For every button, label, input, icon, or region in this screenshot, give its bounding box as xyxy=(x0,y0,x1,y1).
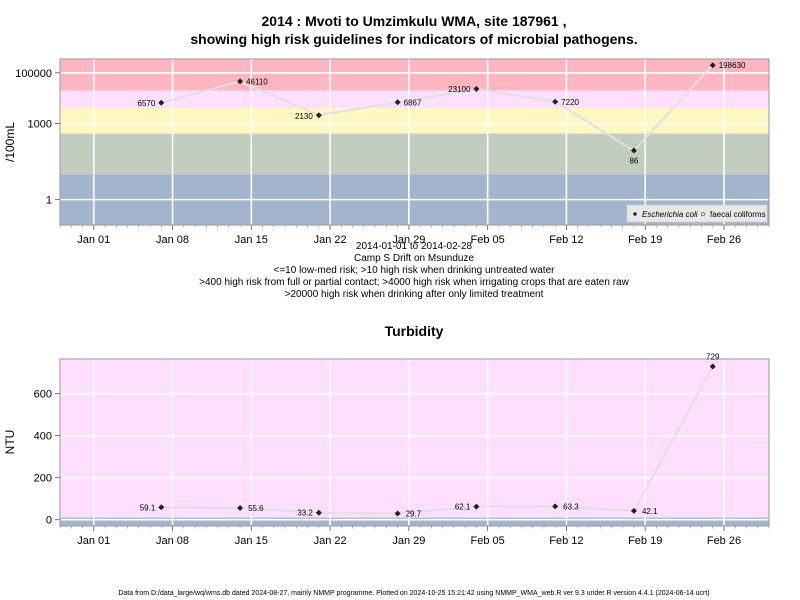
y-tick-label: 600 xyxy=(34,389,52,401)
legend-marker-faecal-coliforms xyxy=(700,211,706,217)
data-label: 198630 xyxy=(719,61,746,70)
data-point xyxy=(237,505,244,512)
data-point xyxy=(552,503,559,510)
x-tick-label: Feb 05 xyxy=(471,535,505,547)
data-label: 86 xyxy=(629,157,638,166)
data-label: 23100 xyxy=(448,85,471,94)
legend: Escherichia coli faecal coliforms xyxy=(626,204,768,223)
data-label: 729 xyxy=(706,353,720,362)
x-tick-label: Feb 26 xyxy=(707,234,741,246)
x-tick-label: Feb 19 xyxy=(628,535,662,547)
turbidity-y-axis-label: NTU xyxy=(3,430,17,455)
data-point xyxy=(315,112,322,119)
band-0 xyxy=(60,59,769,91)
x-tick-label: Jan 08 xyxy=(156,535,189,547)
data-point xyxy=(473,85,480,92)
x-tick-label: Jan 29 xyxy=(392,234,425,246)
x-tick-label: Jan 01 xyxy=(77,234,110,246)
chart-title-line1: 2014 : Mvoti to Umzimkulu WMA, site 1879… xyxy=(262,13,567,29)
x-tick-label: Feb 19 xyxy=(628,234,662,246)
band-1 xyxy=(60,517,769,526)
data-label: 6867 xyxy=(404,98,422,107)
x-tick-label: Feb 26 xyxy=(707,535,741,547)
data-label: 59.1 xyxy=(140,503,156,512)
data-label: 29.7 xyxy=(406,509,422,518)
x-axis: Jan 01 Jan 08 Jan 15 Jan 22 Jan 29 Feb 05 Feb … xyxy=(59,225,770,246)
data-point xyxy=(315,509,322,516)
y-axis: 1 1000 100000 xyxy=(15,68,60,207)
data-label: 63.3 xyxy=(563,502,579,511)
data-label: 6570 xyxy=(137,99,155,108)
x-tick-label: Jan 15 xyxy=(235,535,268,547)
x-tick-label: Jan 29 xyxy=(392,535,425,547)
x-tick-label: Jan 08 xyxy=(156,234,189,246)
x-tick-label: Feb 05 xyxy=(471,234,505,246)
band-2 xyxy=(60,108,769,134)
turbidity-bands xyxy=(60,359,769,526)
data-point xyxy=(630,147,637,154)
x-tick-label: Feb 12 xyxy=(549,535,583,547)
data-point xyxy=(473,503,480,510)
footer-note: Data from D:/data_large/wq/wms.db dated … xyxy=(118,590,709,597)
caption: 2014-01-01 to 2014-02-28 Camp S Drift on… xyxy=(199,241,629,300)
x-tick-label: Jan 01 xyxy=(77,535,110,547)
data-label: 62.1 xyxy=(455,503,471,512)
chart-title-line2: showing high risk guidelines for indicat… xyxy=(190,31,637,47)
series-line xyxy=(161,64,714,152)
data-point xyxy=(709,363,716,370)
data-label: 7220 xyxy=(561,98,579,107)
y-axis-label: /100mL xyxy=(3,122,17,162)
legend-entry-ecoli: Escherichia coli xyxy=(642,210,698,219)
data-point xyxy=(158,504,165,511)
plot-border xyxy=(59,58,770,226)
caption-guideline-1: <=10 low-med risk; >10 high risk when dr… xyxy=(274,265,556,276)
data-point xyxy=(394,510,401,517)
grid-lines xyxy=(60,59,769,225)
data-label: 2130 xyxy=(295,112,313,121)
data-point xyxy=(237,78,244,85)
y-tick-label: 400 xyxy=(34,431,52,443)
legend-entry-faecal-coliforms: faecal coliforms xyxy=(710,210,766,219)
x-tick-label: Jan 22 xyxy=(314,234,347,246)
x-tick-label: Feb 12 xyxy=(549,234,583,246)
caption-guideline-3: >20000 high risk when drinking after onl… xyxy=(285,289,544,300)
data-label: 42.1 xyxy=(642,507,658,516)
turbidity-title: Turbidity xyxy=(385,323,444,339)
caption-site-name: Camp S Drift on Msunduze xyxy=(354,253,474,264)
y-tick-label: 100000 xyxy=(15,68,52,80)
band-0 xyxy=(60,359,769,518)
data-point xyxy=(158,99,165,106)
caption-date-range: 2014-01-01 to 2014-02-28 xyxy=(356,241,473,252)
y-tick-label: 1 xyxy=(46,195,52,207)
data-label: 33.2 xyxy=(297,509,313,518)
ecoli-series: 6570 46110 2130 6867 23100 7220 86 198630 xyxy=(137,61,745,165)
caption-guideline-2: >400 high risk from full or partial cont… xyxy=(199,277,629,288)
turbidity-plot-border xyxy=(59,358,770,527)
y-tick-label: 200 xyxy=(34,473,52,485)
band-3 xyxy=(60,133,769,175)
y-tick-label: 1000 xyxy=(28,119,52,131)
turbidity-x-axis: Jan 01 Jan 08 Jan 15 Jan 22 Jan 29 Feb 05 Feb … xyxy=(59,526,770,547)
data-label: 55.6 xyxy=(248,504,264,513)
turbidity-series: 59.1 55.6 33.2 29.7 62.1 63.3 42.1 729 xyxy=(140,353,720,519)
x-tick-label: Jan 15 xyxy=(235,234,268,246)
x-tick-label: Jan 22 xyxy=(314,535,347,547)
data-point xyxy=(630,507,637,514)
turbidity-grid-lines xyxy=(60,359,769,526)
data-point xyxy=(709,62,716,69)
turbidity-y-axis: 0 200 400 600 xyxy=(34,389,60,527)
data-label: 46110 xyxy=(246,77,268,86)
series-line xyxy=(161,366,714,515)
legend-marker-ecoli xyxy=(633,212,637,216)
legend-box xyxy=(626,204,768,223)
data-point xyxy=(552,98,559,105)
data-point xyxy=(394,99,401,106)
y-tick-label: 0 xyxy=(46,515,52,527)
